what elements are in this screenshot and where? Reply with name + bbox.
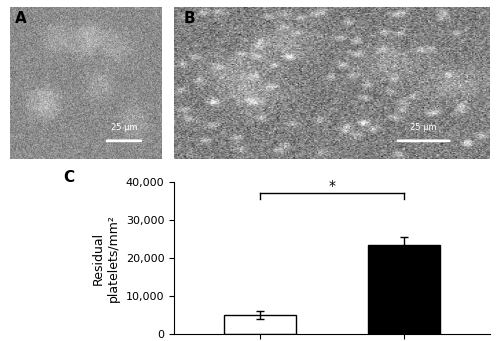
- Text: B: B: [184, 11, 195, 26]
- Text: C: C: [64, 170, 74, 185]
- Y-axis label: Residual
platelets/mm²: Residual platelets/mm²: [92, 214, 120, 302]
- Text: A: A: [14, 11, 26, 26]
- Bar: [224, 315, 296, 334]
- Bar: [368, 245, 440, 334]
- Text: *: *: [328, 179, 336, 193]
- Text: 25 μm: 25 μm: [110, 123, 137, 132]
- Text: 25 μm: 25 μm: [410, 123, 437, 132]
